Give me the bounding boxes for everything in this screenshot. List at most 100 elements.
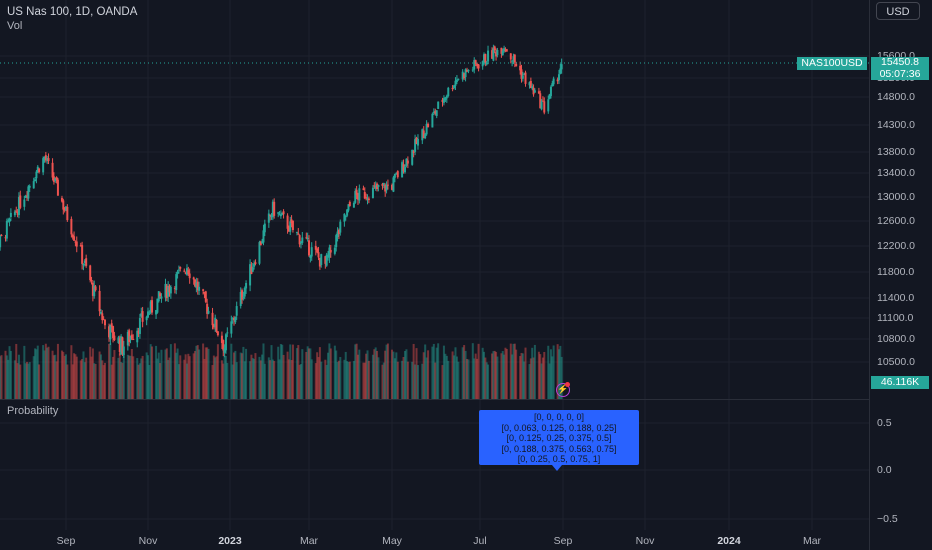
candle-body bbox=[165, 285, 168, 299]
candle-body bbox=[233, 317, 236, 321]
volume-bar bbox=[36, 345, 39, 399]
tooltip-line: [0, 0.125, 0.25, 0.375, 0.5] bbox=[506, 433, 612, 444]
candle-body bbox=[519, 65, 522, 71]
volume-layer bbox=[0, 343, 563, 399]
candle-body bbox=[167, 286, 170, 297]
chart-legend: US Nas 100, 1D, OANDA Vol bbox=[7, 5, 137, 33]
candle-body bbox=[325, 254, 328, 266]
candle-body bbox=[43, 156, 46, 159]
candle-body bbox=[343, 213, 346, 222]
volume-bar bbox=[258, 356, 261, 399]
candle-body bbox=[51, 162, 54, 178]
candle-body bbox=[395, 172, 398, 174]
volume-bar bbox=[557, 349, 560, 399]
volume-bar bbox=[549, 349, 552, 399]
candle-body bbox=[85, 258, 88, 266]
volume-bar bbox=[169, 344, 172, 399]
time-tick-label: 2024 bbox=[717, 535, 741, 547]
candle-body bbox=[549, 86, 552, 97]
volume-bar bbox=[155, 345, 158, 399]
probability-tick-label: 0.5 bbox=[877, 417, 892, 429]
price-tick-label: 10500.0 bbox=[877, 356, 915, 368]
candle-body bbox=[90, 280, 93, 282]
volume-bar bbox=[15, 343, 18, 399]
candle-body bbox=[148, 313, 151, 315]
candle-body bbox=[289, 221, 292, 232]
candle-body bbox=[559, 68, 562, 74]
volume-bar bbox=[471, 343, 474, 399]
volume-bar bbox=[320, 361, 323, 399]
candle-body bbox=[451, 87, 454, 90]
candle-body bbox=[374, 185, 377, 189]
volume-value-badge: 46.116K bbox=[871, 376, 929, 389]
candle-body bbox=[505, 49, 508, 52]
candle-body bbox=[556, 79, 559, 82]
volume-bar bbox=[287, 359, 290, 399]
candle-body bbox=[128, 330, 131, 343]
candle-body bbox=[335, 235, 338, 248]
volume-bar bbox=[113, 350, 116, 399]
indicator-label[interactable]: Probability bbox=[7, 405, 59, 417]
candle-body bbox=[352, 202, 355, 208]
volume-label[interactable]: Vol bbox=[7, 20, 23, 32]
volume-bar bbox=[371, 354, 374, 399]
volume-bar bbox=[42, 345, 45, 399]
candle-body bbox=[314, 245, 317, 250]
volume-bar bbox=[393, 358, 396, 399]
tooltip-line: [0, 0.188, 0.375, 0.563, 0.75] bbox=[501, 443, 617, 454]
lightning-icon[interactable]: ⚡ bbox=[556, 383, 570, 397]
candle-body bbox=[176, 271, 179, 274]
volume-bar bbox=[352, 360, 355, 399]
volume-bar bbox=[192, 353, 195, 399]
volume-bar bbox=[56, 343, 59, 399]
candle-body bbox=[411, 149, 414, 165]
candle-body bbox=[235, 306, 238, 316]
volume-bar bbox=[223, 355, 226, 399]
candle-body bbox=[262, 230, 265, 243]
price-tick-label: 11100.0 bbox=[877, 312, 914, 324]
candle-body bbox=[94, 286, 97, 291]
candle-body bbox=[271, 201, 274, 218]
volume-bar bbox=[253, 358, 256, 399]
candle-body bbox=[444, 97, 447, 101]
candle-body bbox=[81, 245, 84, 264]
volume-bar bbox=[524, 347, 527, 399]
volume-bar bbox=[328, 343, 331, 399]
volume-bar bbox=[73, 353, 76, 399]
volume-bar bbox=[173, 343, 176, 399]
volume-bar bbox=[286, 351, 289, 399]
candle-body bbox=[382, 182, 385, 185]
candle-body bbox=[91, 282, 94, 296]
probability-tick-label: 0.0 bbox=[877, 464, 892, 476]
pane-divider[interactable] bbox=[0, 399, 870, 400]
candle-body bbox=[259, 241, 262, 246]
volume-bar bbox=[122, 353, 125, 399]
candle-body bbox=[282, 211, 285, 215]
candle-body bbox=[145, 316, 148, 321]
candle-body bbox=[347, 204, 350, 211]
currency-button[interactable]: USD bbox=[876, 2, 920, 20]
volume-bar bbox=[431, 346, 434, 399]
candle-body bbox=[251, 267, 254, 272]
volume-bar bbox=[310, 359, 313, 399]
symbol-title[interactable]: US Nas 100, 1D, OANDA bbox=[7, 6, 138, 18]
volume-bar bbox=[94, 363, 97, 399]
candle-body bbox=[286, 215, 289, 229]
volume-bar bbox=[0, 356, 2, 399]
volume-bar bbox=[215, 356, 218, 399]
candle-body bbox=[83, 260, 86, 264]
volume-bar bbox=[511, 354, 514, 399]
volume-bar bbox=[254, 353, 257, 399]
volume-bar bbox=[93, 363, 96, 399]
candle-body bbox=[457, 78, 460, 80]
candle-body bbox=[27, 186, 30, 199]
candle-body bbox=[464, 69, 467, 78]
volume-bar bbox=[467, 359, 470, 399]
volume-bar bbox=[464, 350, 467, 399]
volume-bar bbox=[235, 362, 238, 399]
candle-body bbox=[234, 317, 237, 323]
candle-body bbox=[320, 254, 323, 265]
volume-bar bbox=[102, 365, 105, 399]
